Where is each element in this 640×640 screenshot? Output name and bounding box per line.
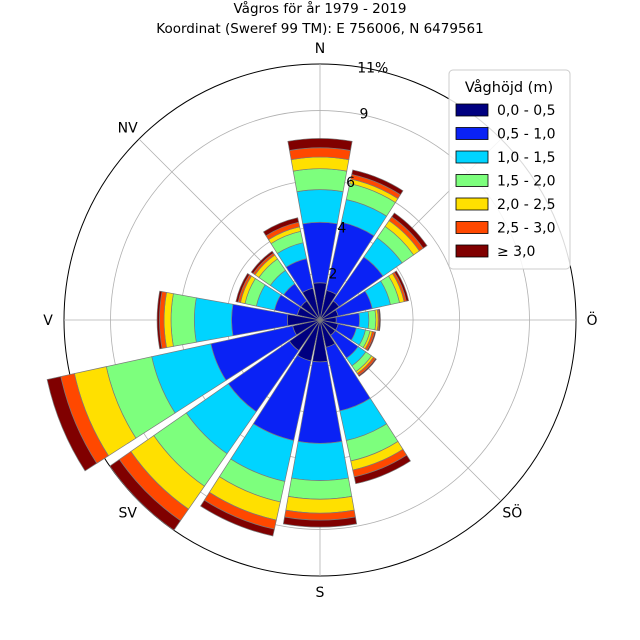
bar-S-band-3 bbox=[291, 440, 349, 481]
legend-title: Våghöjd (m) bbox=[465, 79, 553, 96]
bar-ONO-band-7 bbox=[393, 270, 410, 302]
bar-SÖ-band-7 bbox=[358, 358, 377, 377]
bar-NV-band-7 bbox=[250, 250, 274, 274]
bar-NNO-band-7 bbox=[351, 169, 404, 196]
radial-tick-label: 11% bbox=[357, 61, 388, 77]
bar-N-band-3 bbox=[296, 189, 344, 225]
bar-Ö-band-3 bbox=[358, 310, 370, 330]
bar-S-band-5 bbox=[285, 495, 355, 514]
wave-bars bbox=[46, 138, 428, 537]
direction-label-SÖ: SÖ bbox=[502, 503, 522, 521]
chart-title: Vågros för år 1979 - 2019 bbox=[233, 0, 406, 17]
bar-V-band-7 bbox=[156, 290, 163, 350]
legend-entry-label: 1,0 - 1,5 bbox=[497, 150, 555, 166]
legend-swatch bbox=[455, 103, 489, 117]
radial-tick-label: 4 bbox=[337, 221, 346, 237]
bar-V-band-4 bbox=[170, 293, 197, 347]
radial-tick-label: 9 bbox=[360, 106, 369, 122]
bar-N-band-7 bbox=[287, 138, 353, 151]
bar-NNV-band-7 bbox=[262, 217, 300, 237]
radial-tick-label: 6 bbox=[346, 175, 355, 191]
legend-entry-label: 2,5 - 3,0 bbox=[497, 221, 555, 237]
polar-labels: N Ö SÖ S SV V NV 2 4 6 9 11% bbox=[43, 41, 597, 601]
direction-label-V: V bbox=[43, 313, 53, 329]
bar-OSO-band-7 bbox=[366, 331, 377, 352]
legend-swatch bbox=[455, 221, 489, 234]
direction-label-N: N bbox=[315, 41, 325, 57]
legend-swatch bbox=[455, 150, 489, 164]
bar-S-band-4 bbox=[287, 477, 353, 500]
direction-label-S: S bbox=[316, 585, 325, 601]
chart-subtitle: Koordinat (Sweref 99 TM): E 756006, N 64… bbox=[156, 21, 483, 37]
legend: Våghöjd (m) 0,0 - 0,5 0,5 - 1,0 1,0 - 1,5 1… bbox=[448, 69, 571, 270]
bar-S-band-7 bbox=[282, 516, 358, 528]
bar-SV-band-7 bbox=[109, 458, 182, 531]
legend-entry-label: 0,5 - 1,0 bbox=[497, 127, 555, 143]
direction-label-NV: NV bbox=[118, 121, 138, 137]
bar-N-band-5 bbox=[290, 156, 350, 172]
legend-swatch bbox=[455, 174, 489, 187]
bar-Ö-band-7 bbox=[378, 308, 381, 332]
bar-SSO-band-7 bbox=[353, 454, 412, 485]
bar-VNV-band-7 bbox=[235, 272, 250, 303]
bar-VSV-band-7 bbox=[46, 376, 98, 472]
direction-label-Ö: Ö bbox=[586, 311, 597, 329]
bar-Ö-band-4 bbox=[367, 309, 377, 331]
legend-entry-label: ≥ 3,0 bbox=[497, 244, 535, 260]
bar-V-band-3 bbox=[194, 297, 234, 343]
bar-N-band-4 bbox=[292, 168, 348, 193]
legend-swatch bbox=[455, 127, 489, 140]
direction-label-SV: SV bbox=[118, 505, 137, 521]
legend-box bbox=[448, 69, 571, 270]
bar-NO-band-7 bbox=[391, 212, 428, 249]
legend-entry-label: 1,5 - 2,0 bbox=[497, 174, 555, 190]
legend-swatch bbox=[455, 197, 489, 211]
legend-swatch bbox=[455, 244, 489, 258]
legend-entry-label: 0,0 - 0,5 bbox=[497, 103, 555, 119]
bar-SSV-band-7 bbox=[200, 499, 275, 537]
radial-tick-label: 2 bbox=[328, 266, 337, 282]
legend-entry-label: 2,0 - 2,5 bbox=[497, 197, 555, 213]
legend-items: 0,0 - 0,5 0,5 - 1,0 1,0 - 1,5 1,5 - 2,0 2,0 … bbox=[455, 103, 555, 260]
